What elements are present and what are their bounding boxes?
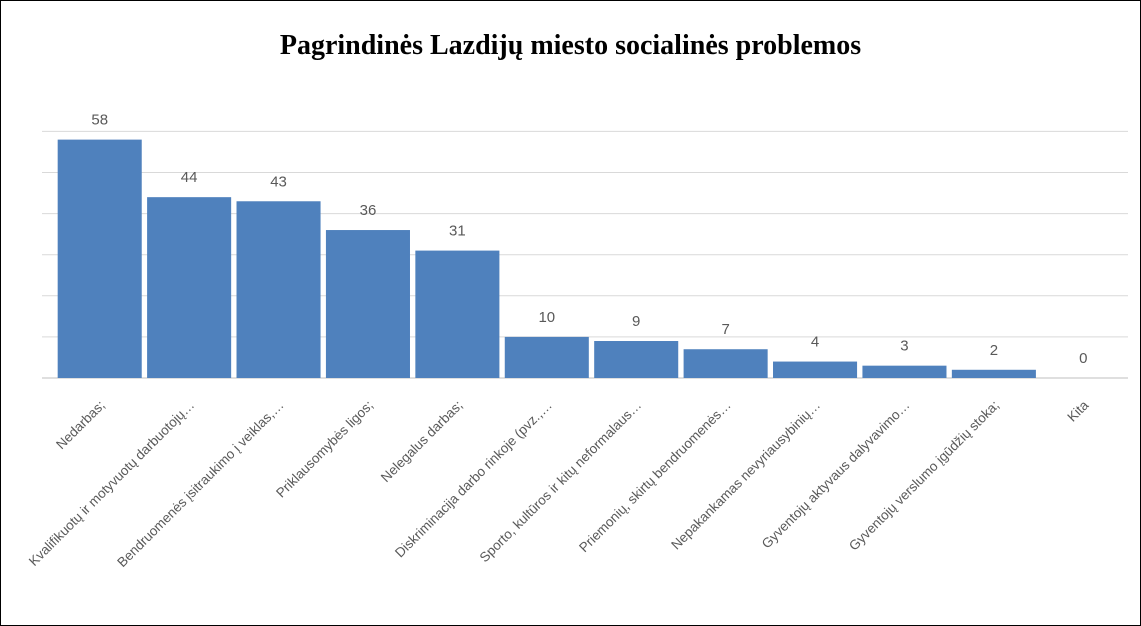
bar (504, 336, 589, 378)
data-label: 2 (990, 342, 998, 359)
x-tick-label: Kita (1064, 397, 1091, 424)
x-tick-label: Sporto, kultūros ir kitų neformalaus… (477, 398, 645, 566)
data-label: 44 (181, 169, 198, 186)
x-tick-label: Kvalifikuotų ir motyvuotų darbuotojų… (26, 398, 197, 569)
x-tick-label: Nepakankamas nevyriausybinių… (668, 398, 823, 553)
x-axis-tick-labels: Nedarbas;Kvalifikuotų ir motyvuotų darbu… (26, 397, 1092, 570)
bar (773, 361, 858, 378)
data-label: 4 (811, 334, 819, 351)
bar (594, 341, 679, 378)
data-label: 9 (632, 313, 640, 330)
bar (415, 250, 500, 378)
x-tick-label: Priklausomybės ligos; (273, 398, 376, 501)
bar (862, 365, 947, 378)
x-tick-label: Nedarbas; (53, 398, 108, 453)
data-label: 43 (270, 173, 287, 190)
data-label: 36 (360, 202, 377, 219)
bar (147, 197, 232, 378)
bars (57, 139, 1036, 378)
x-tick-label: Diskriminacija darbo rinkoje (pvz.,… (392, 398, 555, 561)
bar (236, 201, 321, 378)
bar (951, 369, 1036, 378)
data-label: 10 (538, 309, 555, 326)
data-label: 58 (91, 112, 108, 129)
data-label: 7 (721, 321, 729, 338)
bar (57, 139, 142, 378)
x-tick-label: Nelegalus darbas; (378, 398, 466, 486)
data-label: 0 (1079, 350, 1087, 367)
data-label: 31 (449, 223, 466, 240)
x-tick-label: Priemonių, skirtų bendruomenės… (576, 398, 734, 556)
x-tick-label: Gyventojų aktyvaus dalyvavimo… (759, 398, 913, 552)
x-tick-label: Bendruomenės įsitraukimo į veiklas,… (114, 398, 286, 570)
bar (683, 349, 768, 378)
bar (325, 230, 410, 378)
chart-title: Pagrindinės Lazdijų miesto socialinės pr… (279, 30, 862, 61)
x-tick-label: Gyventojų verslumo įgūdžių stoka; (846, 398, 1002, 554)
data-label: 3 (900, 338, 908, 355)
